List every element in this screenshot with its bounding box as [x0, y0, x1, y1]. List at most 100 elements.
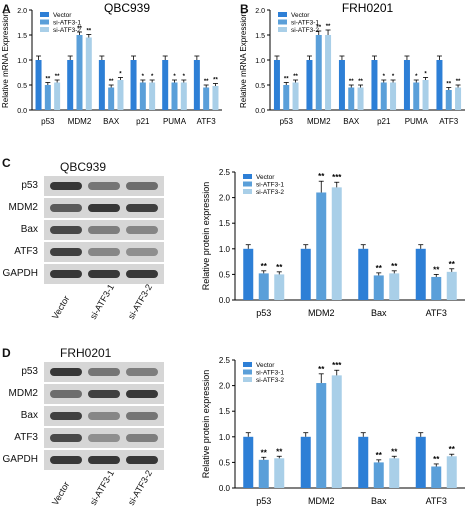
panel-letter-d: D — [2, 346, 11, 360]
x-tick-label-a: ATF3 — [197, 117, 217, 126]
bar-a-puma-1 — [171, 82, 178, 110]
bar-c-atf3-0 — [415, 248, 426, 300]
blot-band — [50, 456, 82, 464]
chart-title-a: QBC939 — [104, 1, 150, 15]
bar-c-p53-2 — [274, 274, 285, 300]
significance-marker-b: * — [415, 74, 418, 80]
y-axis-label-b: Relative mRNA Expression — [239, 12, 248, 108]
blot-band — [88, 248, 120, 256]
legend-label-a: Vector — [53, 12, 72, 19]
blot-band — [50, 248, 82, 256]
x-tick-label-b: p53 — [280, 117, 294, 126]
bar-a-atf3-0 — [193, 60, 200, 110]
significance-marker-a: * — [119, 72, 122, 78]
bar-a-p53-2 — [54, 82, 61, 110]
significance-marker-c: ** — [433, 265, 440, 274]
bar-c-bax-2 — [389, 273, 400, 300]
legend-label-a: si-ATF3-2 — [53, 27, 81, 34]
significance-marker-d: ** — [376, 451, 383, 460]
bar-a-p53-1 — [44, 85, 51, 110]
significance-marker-d: *** — [332, 361, 342, 370]
bar-d-mdm2-1 — [316, 383, 327, 488]
bar-b-p21-2 — [390, 82, 397, 110]
y-tick-label-d: 2.0 — [219, 382, 231, 391]
x-tick-label-a: BAX — [103, 117, 120, 126]
blot-band — [50, 204, 82, 212]
significance-marker-b: ** — [446, 82, 451, 88]
significance-marker-d: ** — [276, 447, 283, 456]
blot-band — [88, 390, 120, 398]
significance-marker-a: ** — [109, 79, 114, 85]
bar-c-mdm2-1 — [316, 192, 327, 300]
blot-band — [88, 182, 120, 190]
legend-swatch-c — [243, 174, 252, 179]
bar-a-mdm2-1 — [76, 35, 83, 110]
blot-row-label: MDM2 — [8, 388, 38, 399]
significance-marker-b: ** — [326, 24, 331, 30]
significance-marker-c: ** — [261, 262, 268, 271]
bar-b-bax-1 — [348, 87, 355, 110]
significance-marker-c: *** — [332, 173, 342, 182]
bar-a-atf3-1 — [203, 87, 210, 110]
y-tick-label-a: 2.0 — [17, 8, 27, 15]
x-tick-label-d: p53 — [256, 496, 271, 506]
legend-swatch-a — [40, 27, 49, 32]
blot-row-label: Bax — [20, 410, 38, 421]
bar-c-bax-1 — [373, 275, 384, 300]
blot-band — [50, 182, 82, 190]
blot-band — [88, 204, 120, 212]
bar-d-mdm2-0 — [300, 436, 311, 488]
blot-row-label: GAPDH — [2, 268, 38, 279]
blot-band — [126, 248, 158, 256]
significance-marker-d: ** — [261, 448, 268, 457]
bar-d-atf3-0 — [415, 436, 426, 488]
bar-d-atf3-1 — [431, 466, 442, 488]
bar-b-puma-1 — [413, 82, 420, 110]
legend-label-b: si-ATF3-1 — [291, 20, 319, 27]
bar-b-puma-0 — [403, 60, 410, 110]
bar-d-p53-1 — [258, 459, 269, 488]
significance-marker-b: ** — [316, 25, 321, 31]
legend-label-d: si-ATF3-1 — [256, 370, 284, 377]
blot-band — [50, 368, 82, 376]
panel-letter-a: A — [2, 2, 11, 16]
western-blot-qbc939: QBC939 p53 MDM2 Bax ATF3 GAPDH Vector si-ATF3-… — [0, 160, 165, 321]
y-tick-label-b: 1.5 — [255, 33, 265, 40]
blot-band — [126, 434, 158, 442]
blot-band — [88, 270, 120, 278]
legend-swatch-b — [278, 19, 287, 25]
panel-letter-b: B — [240, 2, 249, 16]
legend-label-a: si-ATF3-1 — [53, 20, 81, 27]
x-tick-label-a: MDM2 — [68, 117, 92, 126]
x-tick-label-d: MDM2 — [308, 496, 335, 506]
blot-band — [126, 368, 158, 376]
blot-row-label: p53 — [21, 366, 38, 377]
bar-c-bax-0 — [358, 248, 369, 300]
significance-marker-d: ** — [391, 447, 398, 456]
bar-b-mdm2-2 — [325, 35, 332, 110]
blot-band — [88, 456, 120, 464]
significance-marker-b: * — [424, 72, 427, 78]
x-tick-label-c: Bax — [371, 308, 387, 318]
y-tick-label-c: 2.0 — [219, 194, 231, 203]
significance-marker-a: ** — [55, 74, 60, 80]
y-tick-label-a: 0.5 — [17, 83, 27, 90]
legend-swatch-c — [243, 189, 252, 194]
y-tick-label-d: 0.0 — [219, 484, 231, 493]
significance-marker-c: ** — [449, 260, 456, 269]
bar-b-p21-0 — [371, 60, 378, 110]
legend-swatch-c — [243, 181, 252, 187]
bar-b-p21-1 — [380, 82, 387, 110]
blot-band — [88, 434, 120, 442]
bar-d-mdm2-2 — [331, 375, 342, 488]
chart-title-b: FRH0201 — [342, 1, 394, 15]
bar-c-mdm2-0 — [300, 248, 311, 300]
y-tick-label-d: 1.0 — [219, 433, 231, 442]
significance-marker-b: ** — [456, 79, 461, 85]
significance-marker-a: * — [183, 74, 186, 80]
legend-swatch-a — [40, 19, 49, 25]
bar-b-atf3-2 — [455, 87, 462, 110]
x-tick-label-b: PUMA — [405, 117, 429, 126]
significance-marker-a: * — [142, 74, 145, 80]
x-tick-label-a: p53 — [41, 117, 55, 126]
